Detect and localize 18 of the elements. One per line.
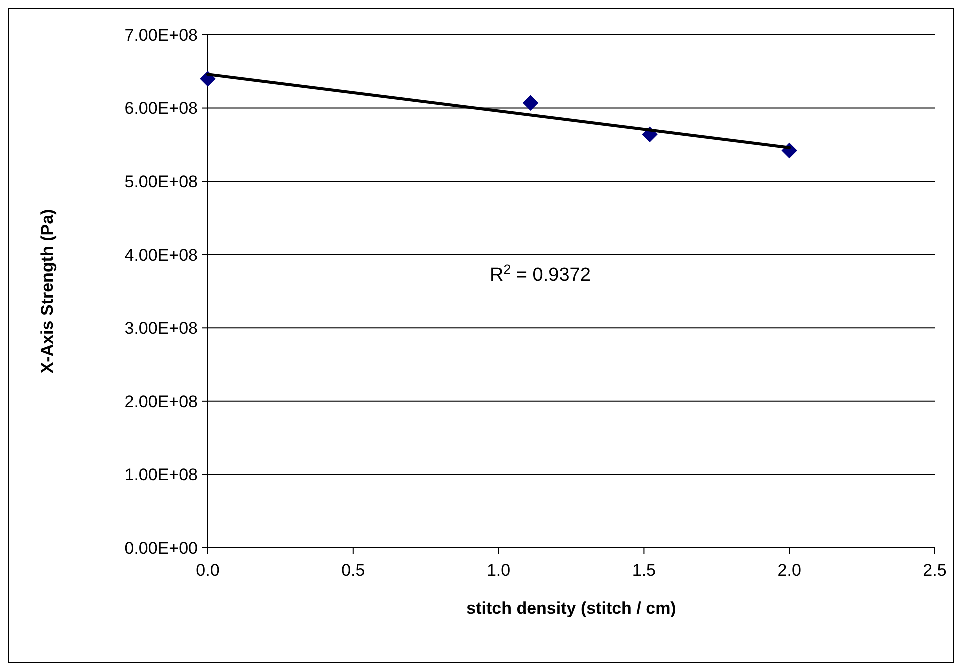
y-tick-label: 0.00E+00 <box>124 538 198 558</box>
x-tick-label: 1.5 <box>632 561 656 580</box>
y-tick-label: 6.00E+08 <box>124 99 198 118</box>
y-tick-label: 2.00E+08 <box>124 392 198 412</box>
y-axis-title: X-Axis Strength (Pa) <box>38 209 57 374</box>
x-tick-label: 2.0 <box>778 561 802 580</box>
x-tick-label: 0.0 <box>196 561 220 580</box>
y-tick-label: 5.00E+08 <box>124 172 198 192</box>
x-tick-label: 1.0 <box>486 561 511 580</box>
y-tick-label: 3.00E+08 <box>124 319 198 338</box>
y-tick-label: 7.00E+08 <box>124 26 198 45</box>
y-tick-label: 4.00E+08 <box>124 246 198 265</box>
annotation: R$^{2}$ = 0.9372 <box>490 262 591 286</box>
x-tick-label: 0.5 <box>342 561 366 580</box>
x-axis-title: stitch density (stitch / cm) <box>466 599 676 618</box>
point <box>522 95 539 112</box>
y-tick-label: 1.00E+08 <box>124 466 198 485</box>
x-tick-label: 2.5 <box>923 561 947 580</box>
